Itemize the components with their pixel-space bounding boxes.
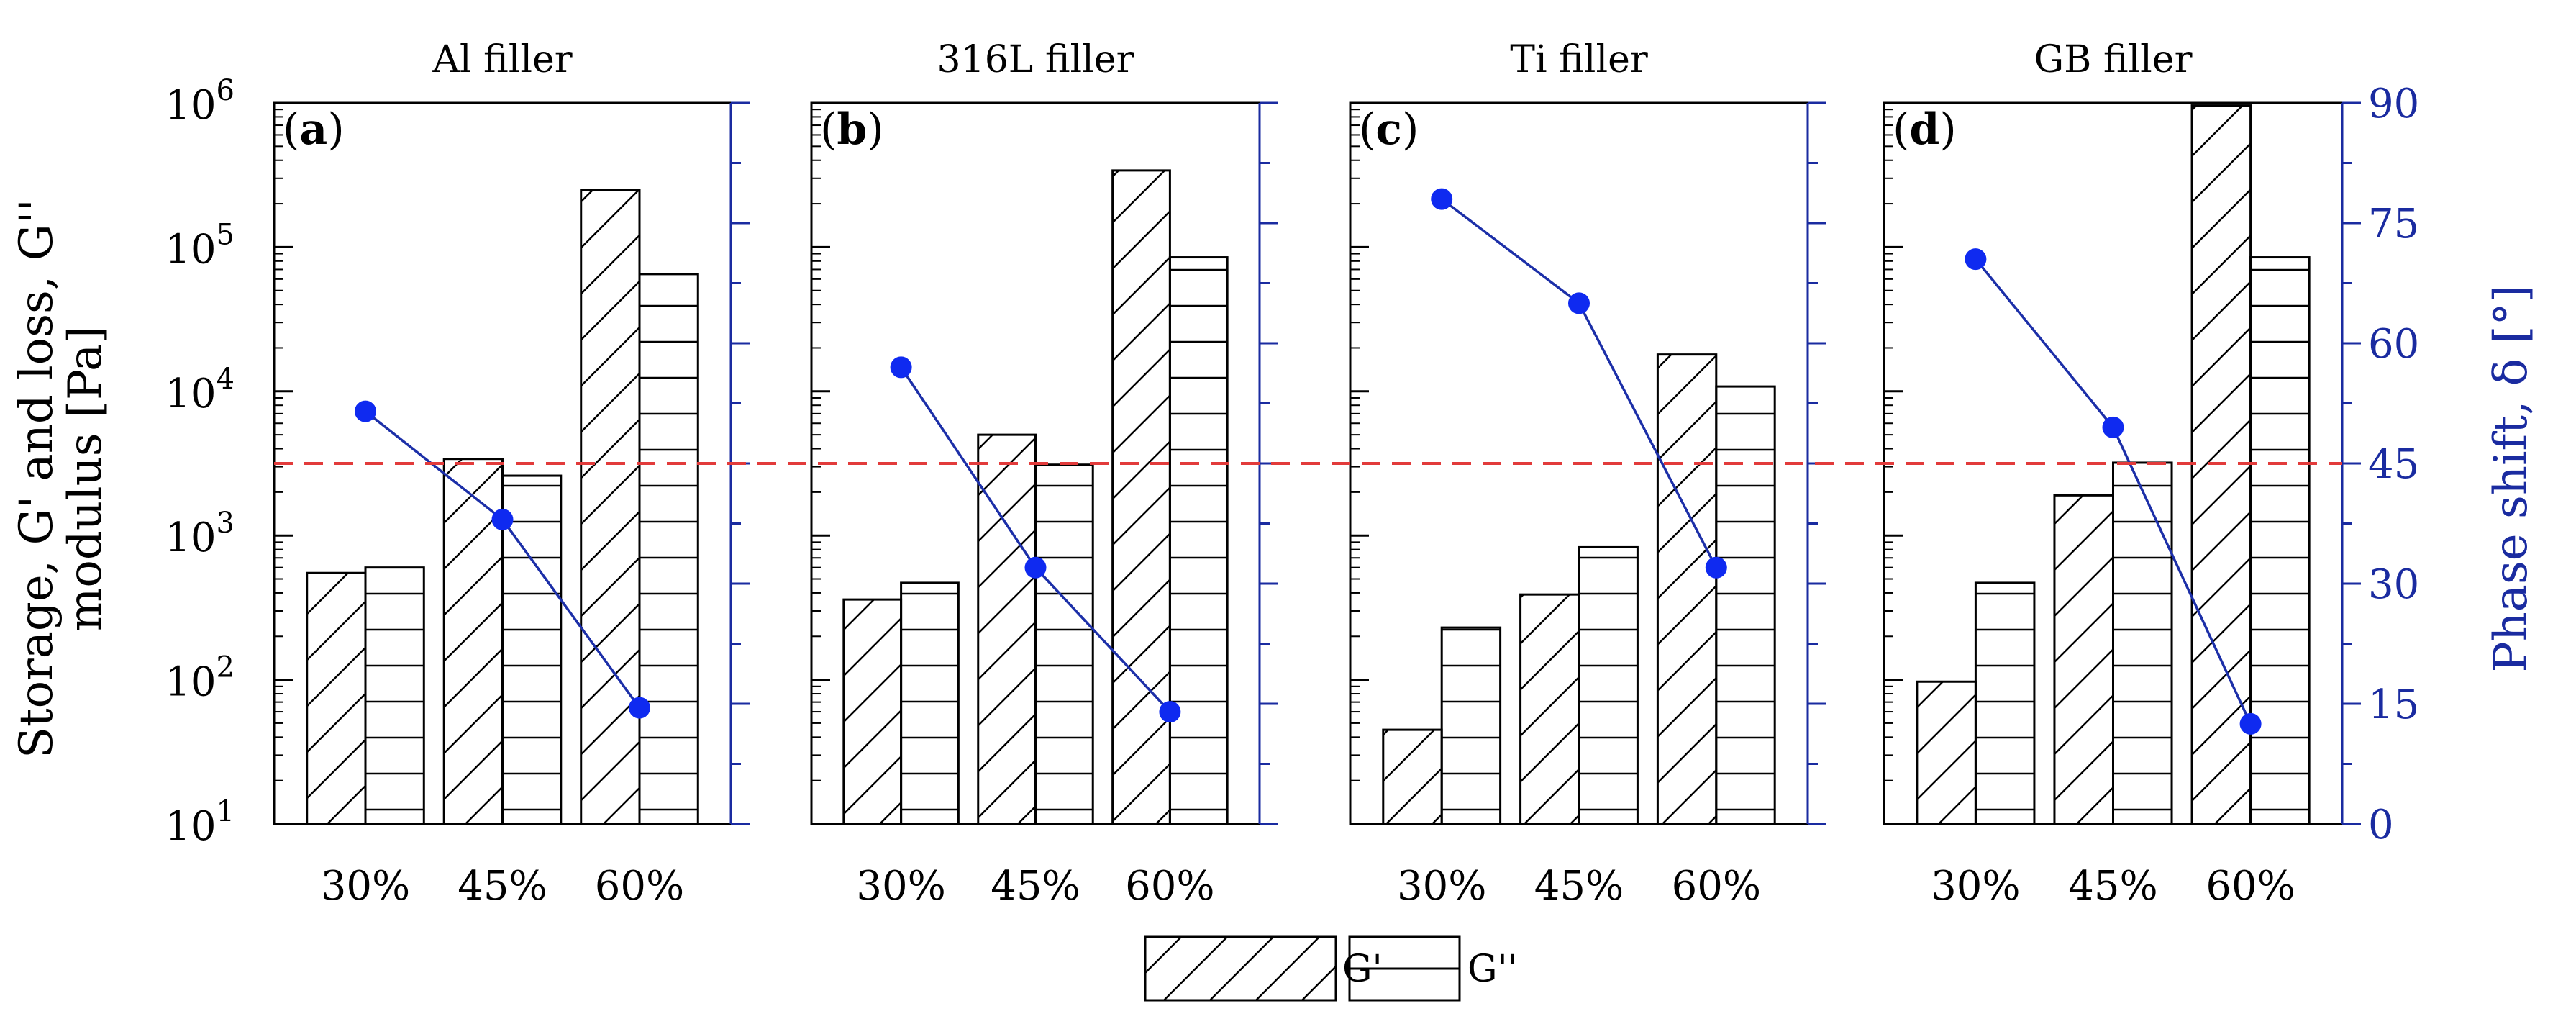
bar-g-prime: [977, 433, 1037, 825]
bar-g-prime: [580, 189, 641, 825]
phase-shift-marker: [1431, 188, 1453, 210]
x-tick-label: 45%: [1534, 863, 1624, 910]
bar-g-prime: [1656, 353, 1718, 825]
phase-shift-marker: [491, 508, 514, 530]
right-tick-label: 60: [2368, 321, 2419, 368]
panel-letter: (d): [1893, 104, 1957, 155]
bar-g-prime: [842, 598, 903, 825]
bar-g-double-prime: [364, 566, 425, 825]
bar-g-double-prime: [1440, 626, 1502, 825]
legend: G' G'': [1144, 935, 1518, 1002]
bar-g-double-prime: [1715, 385, 1776, 825]
phase-shift-marker: [355, 400, 376, 422]
x-tick-label: 60%: [595, 863, 684, 910]
right-axis-title: Phase shift, δ [°]: [2485, 285, 2538, 673]
bar-g-double-prime: [501, 474, 563, 825]
x-tick-label: 45%: [458, 863, 547, 910]
y-tick-label: 104: [165, 363, 235, 417]
x-tick-label: 60%: [1125, 863, 1214, 910]
x-tick-label: 60%: [2206, 863, 2295, 910]
x-tick-label: 45%: [991, 863, 1080, 910]
right-tick-labels: 0 15 30 45 60 75 90: [2368, 81, 2419, 848]
panel-letter: (b): [820, 104, 884, 155]
panel-d: GB filler (d) 30% 45% 60%: [1883, 38, 2361, 910]
phase-shift-marker: [629, 697, 650, 719]
bar-g-prime: [2053, 494, 2115, 825]
bar-g-double-prime: [1578, 545, 1639, 825]
bar-g-prime: [1519, 593, 1580, 825]
y-tick-label: 103: [165, 507, 235, 561]
y-tick-label: 101: [165, 795, 235, 850]
bar-g-prime: [1111, 169, 1171, 825]
phase-shift-marker: [890, 356, 912, 379]
phase-shift-marker: [1159, 701, 1181, 723]
phase-shift-marker: [1705, 556, 1727, 579]
y-tick-label: 106: [165, 74, 235, 129]
phase-shift-marker: [2239, 712, 2262, 735]
x-tick-label: 30%: [1931, 863, 2020, 910]
bar-g-double-prime: [900, 581, 960, 825]
phase-shift-marker: [2102, 416, 2124, 438]
panels: Al filler (a) 30% 45% 60% 316L filler (b) 30% 45…: [165, 38, 2419, 910]
y-axis-title: Storage, G' and loss, G'' modulus [Pa]: [10, 199, 112, 758]
panel-c: Ti filler (c) 30% 45% 60%: [1349, 38, 1826, 910]
panel-title: GB filler: [2034, 38, 2193, 81]
x-tick-label: 45%: [2068, 863, 2157, 910]
bar-g-double-prime: [1034, 463, 1094, 825]
y-tick-label: 102: [165, 651, 235, 706]
panel-a: Al filler (a) 30% 45% 60%: [273, 38, 750, 910]
panel-frame: [810, 101, 1260, 825]
bar-g-double-prime: [2249, 256, 2311, 825]
panel-title: Ti filler: [1510, 38, 1648, 81]
right-tick-label: 45: [2368, 441, 2419, 488]
right-tick-label: 90: [2368, 81, 2419, 127]
phase-shift-marker: [1024, 556, 1047, 579]
legend-label-g-double-prime: G'': [1467, 948, 1518, 991]
bar-g-double-prime: [638, 273, 699, 825]
panel-title: Al filler: [432, 38, 572, 81]
panel-letter: (a): [283, 104, 345, 155]
x-tick-label: 30%: [321, 863, 410, 910]
y-axis-title-line-2: modulus [Pa]: [59, 326, 112, 632]
right-tick-label: 75: [2368, 201, 2419, 248]
panel-letter: (c): [1359, 104, 1419, 155]
y-tick-label: 105: [165, 218, 235, 273]
panel-b: 316L filler (b) 30% 45% 60%: [810, 38, 1278, 910]
x-tick-label: 60%: [1672, 863, 1761, 910]
bar-g-prime: [306, 571, 367, 825]
x-tick-label: 30%: [1397, 863, 1486, 910]
right-tick-label: 0: [2368, 802, 2394, 848]
legend-swatch-g-prime: [1144, 935, 1337, 1002]
right-tick-label: 30: [2368, 561, 2419, 608]
panel-title: 316L filler: [937, 38, 1134, 81]
bar-g-prime: [1382, 728, 1443, 825]
y-tick-labels: 101 102 103 104 105 106: [165, 74, 235, 850]
bar-g-prime: [1916, 680, 1977, 825]
x-tick-label: 30%: [856, 863, 945, 910]
bar-g-double-prime: [1168, 256, 1229, 825]
bar-g-double-prime: [1974, 581, 2036, 825]
bar-g-double-prime: [2112, 461, 2173, 825]
right-tick-label: 15: [2368, 681, 2419, 728]
phase-shift-marker: [1965, 248, 1987, 271]
y-axis-title-line-1: Storage, G' and loss, G'': [10, 199, 63, 758]
phase-shift-marker: [1568, 292, 1590, 314]
